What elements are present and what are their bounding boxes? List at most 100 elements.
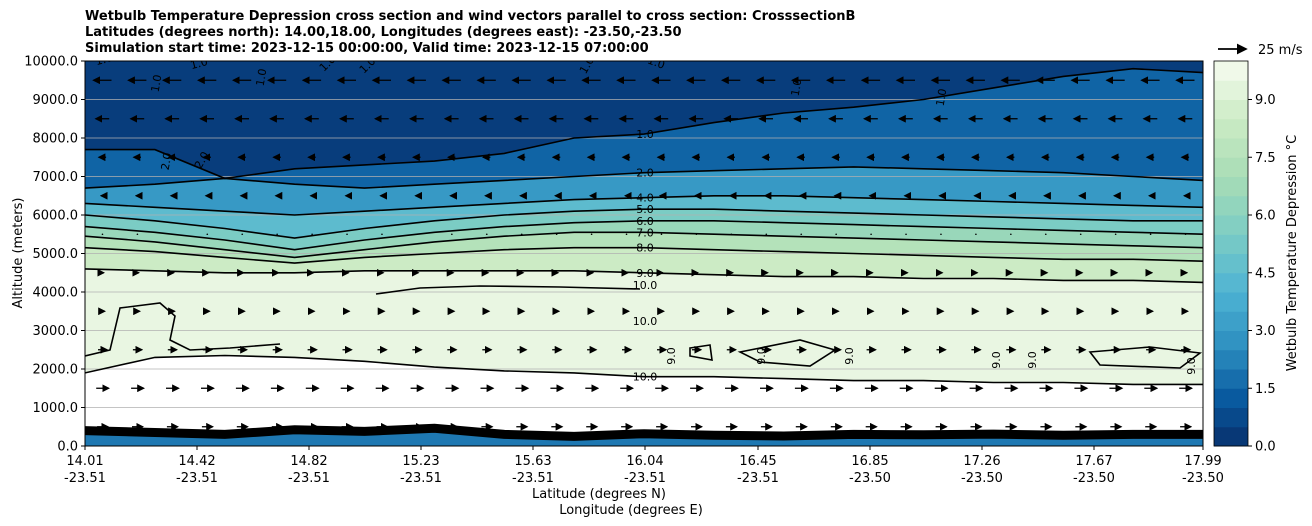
y-axis-label: Altitude (meters) (11, 198, 26, 309)
contour-line-10-lower (85, 302, 281, 357)
x-tick-label-lat: 14.42 (178, 454, 215, 469)
contour-line-1 (85, 67, 1203, 180)
wind-vector (1114, 233, 1117, 236)
wind-vector (101, 233, 104, 236)
contour-line-6 (85, 220, 1203, 251)
contour-line-9 (85, 268, 1203, 284)
wind-vector (241, 233, 244, 236)
contour-label-extra: 1.0 (149, 74, 165, 93)
colorbar-segment (1214, 176, 1248, 197)
contour-label-extra: 9.0 (1026, 351, 1039, 369)
colorbar-tick-label: 9.0 (1255, 93, 1276, 108)
wind-vector (870, 233, 872, 236)
contour-line-4 (85, 195, 1203, 216)
y-tick-label: 2000.0 (33, 363, 79, 378)
wind-vector (206, 233, 209, 236)
surface-contour-cluster (85, 423, 1203, 441)
wind-vector (625, 233, 628, 236)
contour-line-10-upper (375, 285, 641, 295)
colorbar-segment (1214, 253, 1248, 274)
x-tick-label-lat: 17.67 (1075, 454, 1112, 469)
wind-vector (520, 233, 523, 236)
wind-vector (311, 233, 313, 236)
contour-line-2 (85, 166, 1203, 189)
contour-label-extra: 10.0 (633, 315, 658, 328)
x-tick-label-lat: 14.01 (66, 454, 103, 469)
x-tick-label-lon: -23.51 (176, 471, 218, 486)
colorbar-segment (1214, 138, 1248, 158)
y-axis: 0.0 1000.0 2000.0 3000.0 4000.0 5000.0 6000.0 7… (24, 55, 85, 455)
contour-label-extra: 1.0 (254, 68, 270, 87)
contour-label-extra: 9.0 (755, 347, 768, 365)
contour-band-5 (85, 220, 1203, 258)
contour-line-9-island (737, 339, 837, 367)
x-tick-label-lat: 16.85 (851, 454, 888, 469)
y-tick-label: 4000.0 (33, 286, 79, 301)
wind-vector (485, 233, 488, 236)
colorbar-tick-label: 7.5 (1255, 151, 1276, 166)
wind-vector (765, 233, 768, 236)
chart-title-line3: Simulation start time: 2023-12-15 00:00:… (85, 41, 649, 56)
x-axis-label-longitude: Longitude (degrees E) (559, 503, 703, 518)
contour-band-1 (85, 68, 1203, 189)
wind-vector (416, 233, 418, 236)
contour-line-10 (85, 354, 1203, 386)
wind-vector (451, 233, 453, 236)
contour-label-8: 8.0 (636, 242, 654, 255)
colorbar-segment (1214, 61, 1248, 81)
x-tick-label-lon: -23.51 (64, 471, 106, 486)
x-axis: 14.01 -23.51 14.42 -23.51 14.82 -23.51 15.23 -2… (64, 446, 1224, 486)
colorbar-segment (1214, 388, 1248, 408)
y-tick-label: 0.0 (57, 440, 78, 455)
contour-label-extra: 1.0 (934, 88, 950, 107)
x-tick-label-lon: -23.50 (961, 471, 1003, 486)
x-tick-label-lon: -23.51 (624, 471, 666, 486)
colorbar-segment (1214, 118, 1248, 139)
y-tick-label: 5000.0 (33, 247, 79, 262)
x-tick-label-lat: 14.82 (290, 454, 327, 469)
contour-label-6: 6.0 (636, 215, 654, 228)
colorbar-tick-label: 0.0 (1255, 440, 1276, 455)
x-tick-label-lat: 16.04 (626, 454, 663, 469)
wind-vector (940, 233, 942, 236)
wind-key-label: 25 m/s (1258, 43, 1303, 58)
contour-label-extra: 1.0 (789, 78, 805, 97)
x-tick-label-lon: -23.50 (1073, 471, 1115, 486)
contour-label-1: 1.0 (636, 128, 654, 141)
contour-label-4: 4.0 (636, 192, 654, 205)
contour-label-extra: 1.0 (646, 54, 667, 72)
contour-label-extra: 9.0 (1185, 357, 1198, 375)
contour-label-7: 7.0 (636, 226, 654, 239)
wind-vector (695, 233, 698, 236)
contour-band-7 (85, 247, 1203, 283)
colorbar-label: Wetbulb Temperature Depression °C (1285, 135, 1300, 372)
colorbar-segment (1214, 195, 1248, 216)
colorbar-segment (1214, 407, 1248, 428)
wind-vector (590, 233, 593, 236)
x-tick-label-lat: 15.63 (514, 454, 551, 469)
wind-vector (381, 233, 383, 236)
x-tick-label-lat: 17.26 (963, 454, 1000, 469)
x-tick-label-lon: -23.50 (849, 471, 891, 486)
wind-vector (1079, 233, 1082, 236)
contour-band-0 (85, 61, 1203, 179)
wind-vector (800, 233, 803, 236)
contour-band-8 (85, 268, 1203, 385)
contour-line-8 (85, 246, 1203, 264)
colorbar-segment (1214, 272, 1248, 293)
contour-label-9: 9.0 (636, 267, 654, 280)
contour-label-2: 2.0 (636, 167, 654, 180)
contour-label-extra: 9.0 (665, 347, 678, 365)
contour-label-extra: 9.0 (990, 351, 1003, 369)
wind-vector (1184, 233, 1187, 236)
wind-vector (555, 233, 558, 236)
contour-line-9-island-2 (1088, 346, 1203, 369)
wind-key: 25 m/s (1218, 43, 1303, 58)
colorbar-segment (1214, 369, 1248, 389)
wind-vector (1149, 233, 1152, 236)
wind-vector (975, 233, 977, 236)
wind-vector (171, 233, 174, 236)
colorbar-segment (1214, 426, 1248, 447)
x-tick-label-lon: -23.51 (400, 471, 442, 486)
